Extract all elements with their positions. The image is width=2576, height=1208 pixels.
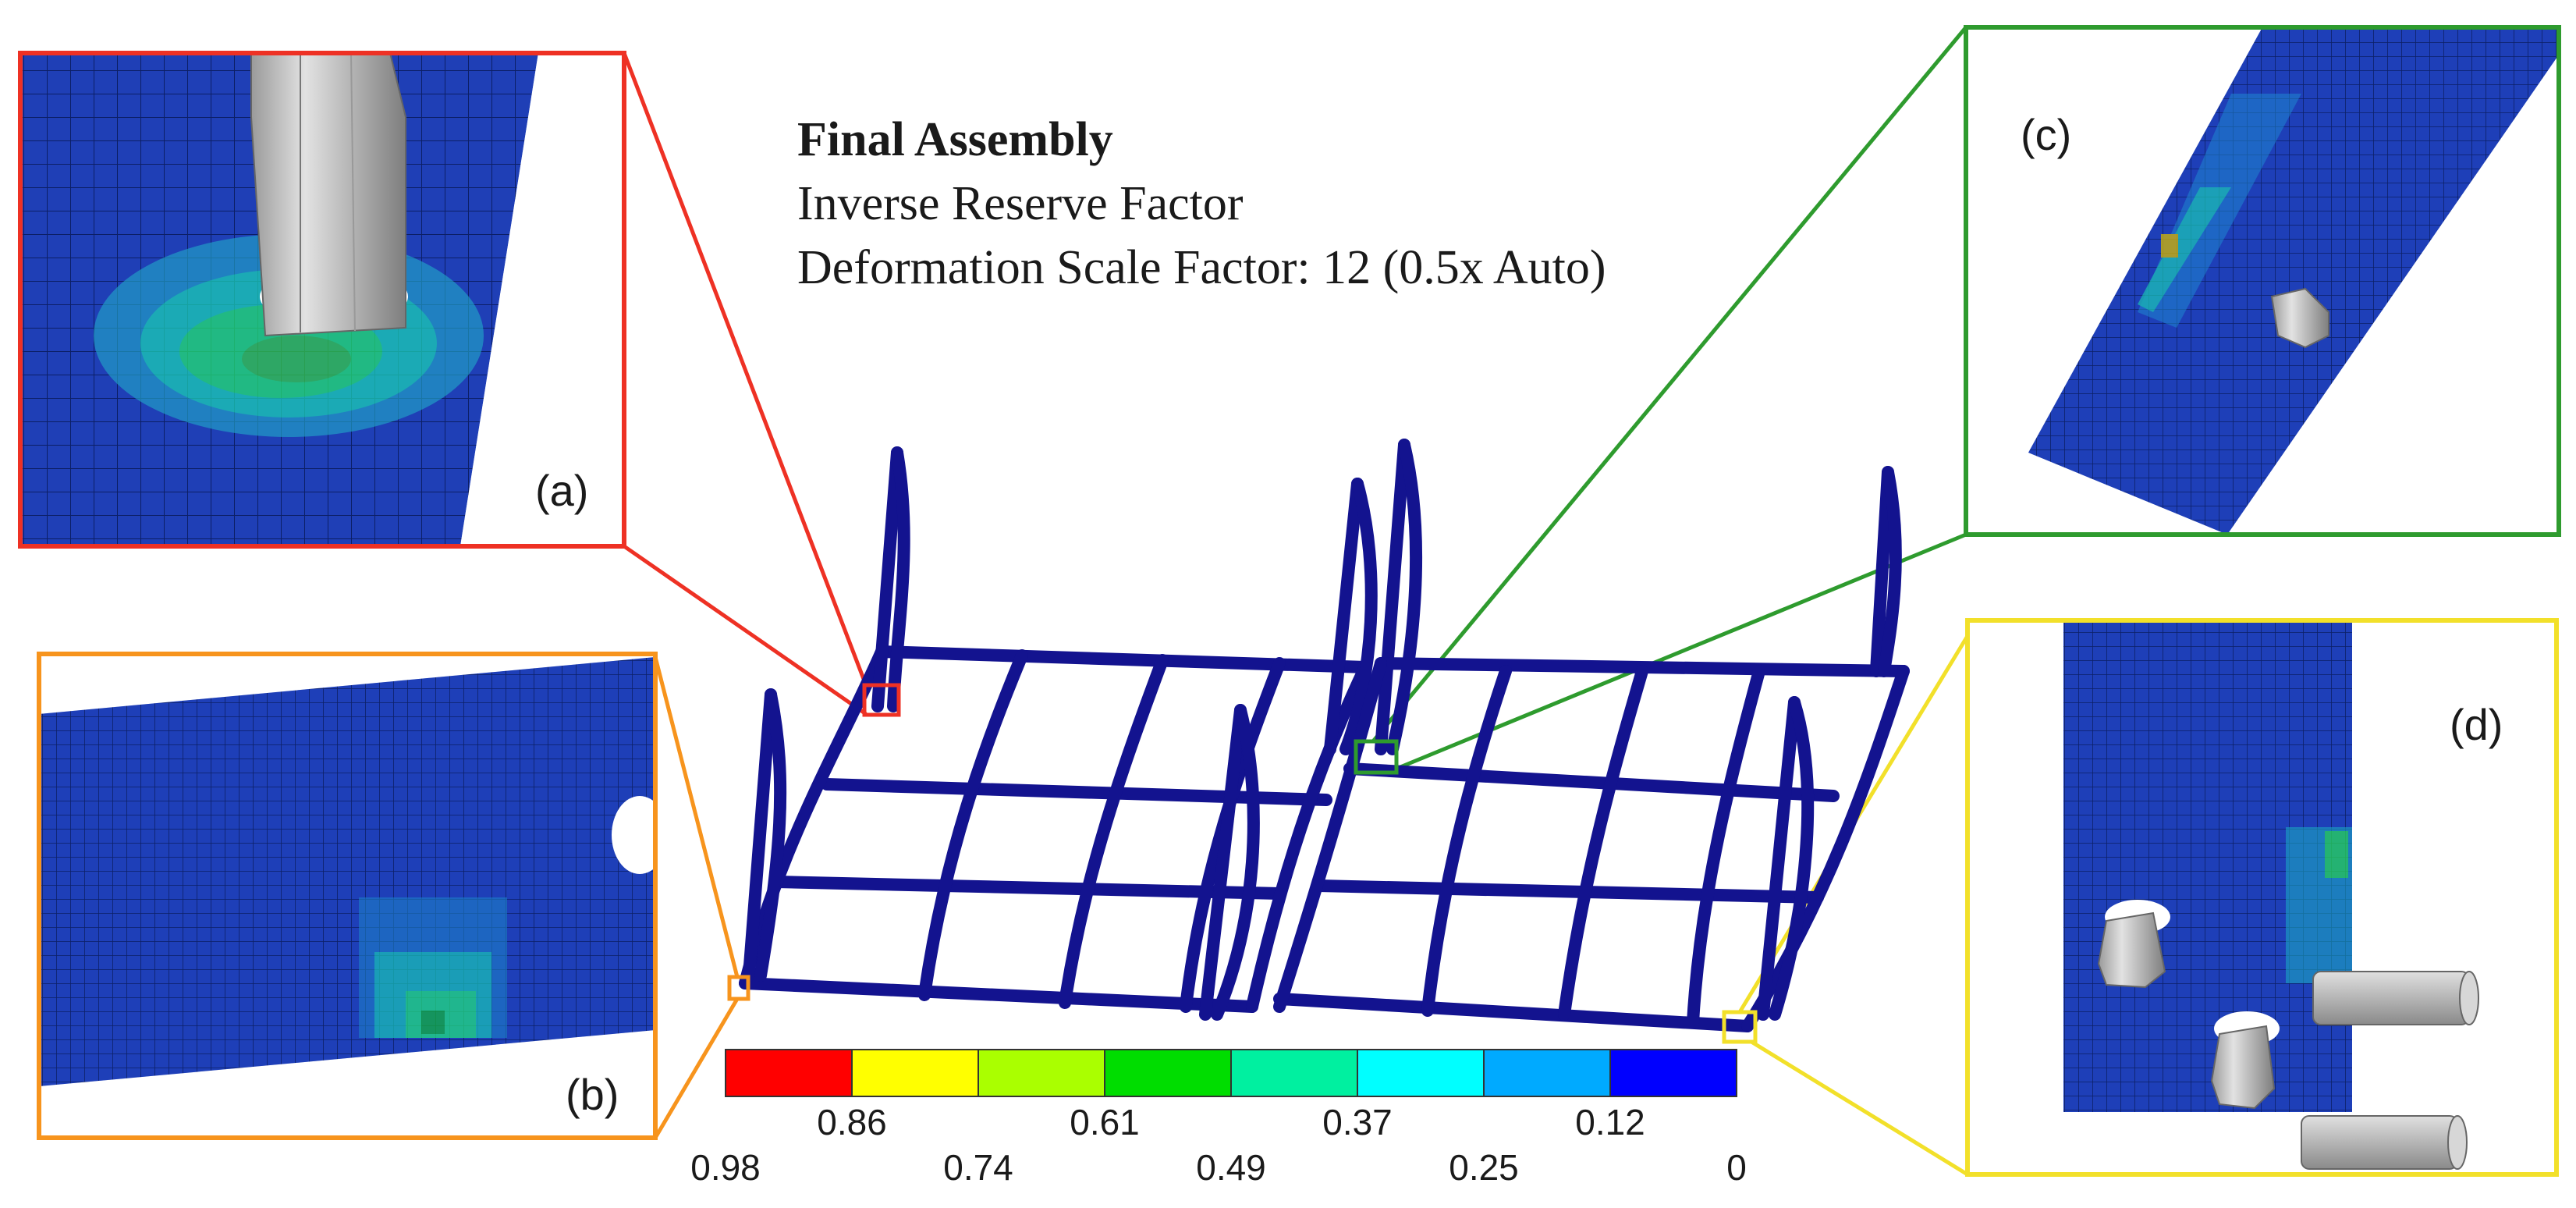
legend-lower-tick: 0	[1726, 1147, 1747, 1188]
legend-lower-tick: 0.98	[690, 1147, 761, 1188]
figure-title-block: Final Assembly Inverse Reserve Factor De…	[797, 108, 1606, 300]
frame-assembly	[739, 439, 1910, 1032]
inset-d-panel	[1965, 618, 2559, 1177]
legend-upper-tick: 0.12	[1575, 1102, 1645, 1142]
inset-b-panel	[37, 652, 658, 1140]
inset-d-label: (d)	[2450, 700, 2503, 749]
legend-upper-tick: 0.61	[1070, 1102, 1140, 1142]
title-line-3: Deformation Scale Factor: 12 (0.5x Auto)	[797, 241, 1606, 294]
title-line-1: Final Assembly	[797, 113, 1113, 166]
legend-upper-tick: 0.37	[1322, 1102, 1393, 1142]
inset-b-label: (b)	[566, 1070, 619, 1119]
inset-a-label: (a)	[535, 466, 589, 515]
inset-c-label: (c)	[2021, 110, 2072, 159]
legend-lower-tick: 0.74	[943, 1147, 1013, 1188]
legend-lower-tick: 0.25	[1449, 1147, 1519, 1188]
legend-upper-tick: 0.86	[817, 1102, 887, 1142]
legend-lower-tick: 0.49	[1196, 1147, 1266, 1188]
title-line-2: Inverse Reserve Factor	[797, 177, 1244, 230]
frame-detail-markers	[727, 683, 1758, 1044]
inset-c-panel	[1964, 25, 2561, 537]
inset-a-panel	[18, 51, 626, 549]
